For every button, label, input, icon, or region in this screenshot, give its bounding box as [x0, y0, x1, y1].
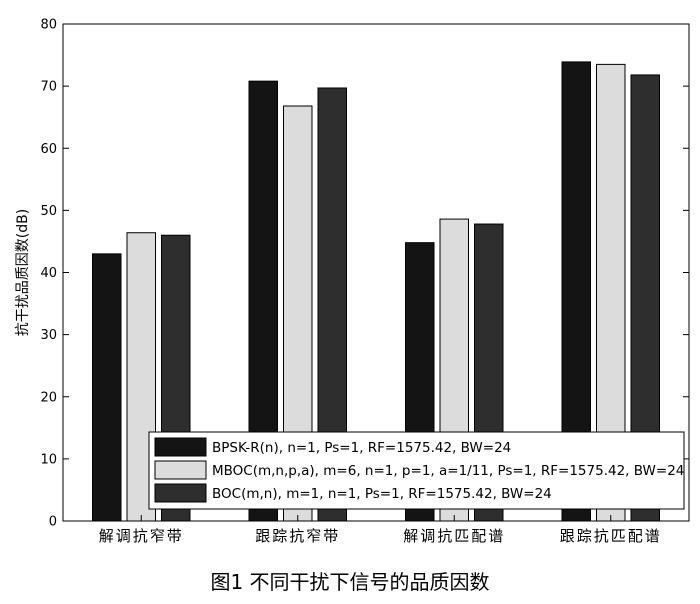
y-tick-label: 0: [49, 515, 57, 530]
x-tick-label: 解调抗匹配谱: [403, 527, 505, 545]
legend-swatch: [154, 437, 207, 457]
legend-box: [148, 431, 685, 510]
y-tick-20: 20: [40, 390, 689, 405]
y-tick-label: 10: [40, 452, 57, 467]
figure-caption: 图1 不同干扰下信号的品质因数: [210, 570, 490, 594]
legend-label: BOC(m,n), m=1, n=1, Ps=1, RF=1575.42, BW…: [212, 486, 552, 502]
y-axis-label: 抗干扰品质因数(dB): [15, 209, 31, 336]
y-tick-70: 70: [40, 80, 689, 95]
y-tick-label: 80: [40, 18, 57, 33]
x-tick-label: 跟踪抗匹配谱: [560, 527, 662, 545]
bar-series1-1: [92, 253, 122, 522]
y-tick-label: 50: [40, 204, 57, 219]
y-tick-80: 80: [40, 18, 689, 33]
legend-label: BPSK-R(n), n=1, Ps=1, RF=1575.42, BW=24: [212, 440, 511, 456]
legend-item: BOC(m,n), m=1, n=1, Ps=1, RF=1575.42, BW…: [154, 483, 552, 503]
legend-item: BPSK-R(n), n=1, Ps=1, RF=1575.42, BW=24: [154, 437, 511, 457]
legend: BPSK-R(n), n=1, Ps=1, RF=1575.42, BW=24 M…: [148, 431, 685, 510]
legend-item: MBOC(m,n,p,a), m=6, n=1, p=1, a=1/11, Ps…: [154, 460, 684, 480]
y-tick-40: 40: [40, 266, 689, 281]
plot-frame: [62, 23, 690, 522]
x-tick-label: 跟踪抗窄带: [255, 527, 340, 545]
y-tick-50: 50: [40, 204, 689, 219]
x-tick-label: 解调抗窄带: [99, 527, 184, 545]
y-tick-30: 30: [40, 328, 689, 343]
y-tick-label: 60: [40, 142, 57, 157]
y-tick-label: 20: [40, 390, 57, 405]
y-axis-ticks: 0 10 20 30 40 50 60 70 80: [40, 18, 689, 530]
legend-label: MBOC(m,n,p,a), m=6, n=1, p=1, a=1/11, Ps…: [212, 463, 684, 479]
y-tick-label: 70: [40, 80, 57, 95]
y-tick-label: 40: [40, 266, 57, 281]
y-tick-60: 60: [40, 142, 689, 157]
y-tick-label: 30: [40, 328, 57, 343]
bar-chart: 0 10 20 30 40 50 60 70 80 解调抗窄带 跟踪抗窄带 解调抗匹配谱 跟踪抗匹配谱…: [15, 18, 690, 545]
x-axis-labels: 解调抗窄带 跟踪抗窄带 解调抗匹配谱 跟踪抗匹配谱: [99, 515, 662, 545]
legend-swatch: [154, 460, 207, 480]
legend-swatch: [154, 483, 207, 503]
